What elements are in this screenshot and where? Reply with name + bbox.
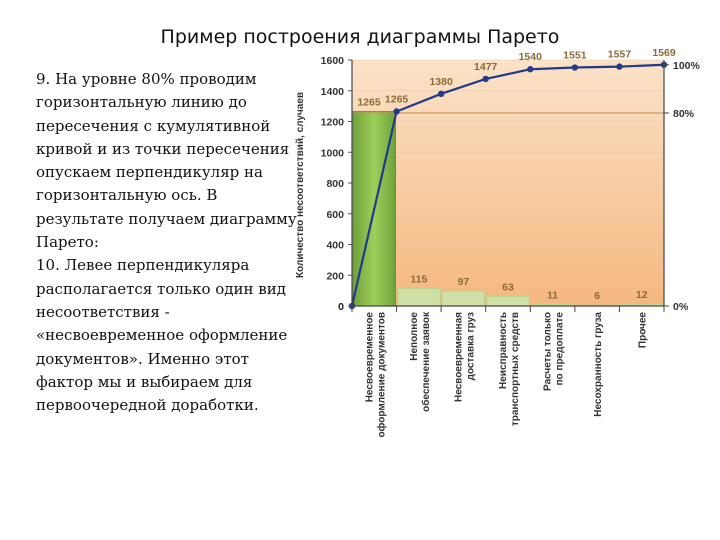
cumulative-point <box>527 66 534 73</box>
paragraph-step-9: 9. На уровне 80% проводим горизонтальную… <box>36 70 297 252</box>
bar-value-label: 12 <box>636 289 648 301</box>
cumulative-label: 1265 <box>385 94 409 106</box>
category-label-line: Несвоевременная <box>453 312 464 402</box>
category-label-line: Расчеты только <box>543 312 554 391</box>
category-label-line: Неполное <box>409 312 420 361</box>
bar-2 <box>397 287 441 307</box>
y-tick-label: 200 <box>326 270 344 282</box>
cumulative-point <box>571 64 579 71</box>
bar-value-label: 63 <box>502 281 514 293</box>
category-label-line: обеспечение заявок <box>420 311 432 412</box>
category-label: Расчеты толькопо предоплате <box>543 312 566 391</box>
cumulative-point <box>437 90 445 98</box>
y-axis-label: Количество несоответствий, случаев <box>295 92 306 278</box>
cumulative-label: 1540 <box>519 51 543 63</box>
bar-value-label: 115 <box>410 273 427 285</box>
bar-value-label: 97 <box>458 276 470 288</box>
category-label-line: доставка груз <box>465 312 476 380</box>
cumulative-label: 1569 <box>652 47 676 59</box>
category-label-line: Неисправность <box>498 312 509 389</box>
cumulative-label: 1380 <box>429 76 453 88</box>
category-label: Несвоевременнаядоставка груз <box>453 312 476 402</box>
paragraph-step-10: 10. Левее перпендикуляра располагается т… <box>36 256 288 415</box>
bar-value-label: 1265 <box>357 97 381 109</box>
category-label: Неисправностьтранспортных средств <box>498 312 521 426</box>
cumulative-label: 1557 <box>608 49 632 61</box>
cumulative-label: 0 <box>338 301 344 313</box>
y-tick-label: 400 <box>326 240 344 252</box>
bar-value-label: 11 <box>547 289 558 301</box>
category-label-line: оформление документов <box>375 312 387 437</box>
y-tick-label: 1200 <box>321 117 345 129</box>
category-label: Несохранность груза <box>593 312 604 417</box>
right-tick-label: 80% <box>673 108 695 120</box>
y-tick-label: 800 <box>326 178 344 190</box>
bar-value-label: 6 <box>594 290 600 302</box>
y-tick-label: 1400 <box>321 86 345 98</box>
cumulative-label: 1551 <box>563 50 587 62</box>
cumulative-point <box>616 63 623 70</box>
y-tick-label: 600 <box>326 209 344 221</box>
y-tick-label: 0 <box>338 301 344 313</box>
cumulative-point <box>482 75 489 83</box>
cumulative-point <box>393 108 400 115</box>
y-tick-label: 1000 <box>321 147 345 159</box>
y-tick-label: 1600 <box>321 55 345 67</box>
bar-3 <box>441 290 486 307</box>
category-label-line: Прочее <box>638 312 649 349</box>
category-label-line: Несвоевременное <box>364 312 375 403</box>
category-label: Несвоевременноеоформление документов <box>364 312 387 438</box>
category-label-line: по предоплате <box>555 312 566 386</box>
right-tick-label: 0% <box>673 301 689 313</box>
category-label: Прочее <box>638 312 649 349</box>
body-text: 9. На уровне 80% проводим горизонтальную… <box>36 68 298 417</box>
cumulative-label: 1477 <box>474 61 498 73</box>
cumulative-line <box>350 63 665 307</box>
category-label: Неполноеобеспечение заявок <box>409 311 432 412</box>
right-tick-label: 100% <box>673 60 701 72</box>
category-label-line: Несохранность груза <box>593 312 604 417</box>
slide-title: Пример построения диаграммы Парето <box>160 26 560 48</box>
category-label-line: транспортных средств <box>510 312 521 426</box>
bar-4 <box>486 295 530 307</box>
